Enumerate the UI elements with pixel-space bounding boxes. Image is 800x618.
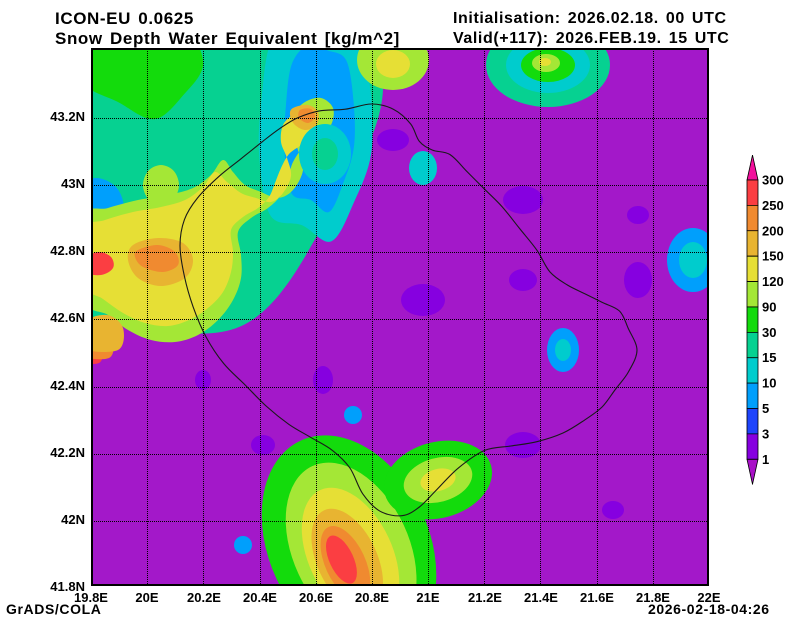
svg-text:200: 200 — [762, 223, 784, 238]
svg-text:120: 120 — [762, 274, 784, 289]
svg-text:1: 1 — [762, 452, 769, 467]
svg-text:10: 10 — [762, 376, 776, 391]
svg-text:300: 300 — [762, 173, 784, 188]
svg-text:15: 15 — [762, 350, 776, 365]
svg-text:150: 150 — [762, 249, 784, 264]
svg-text:250: 250 — [762, 198, 784, 213]
svg-text:30: 30 — [762, 325, 776, 340]
svg-text:90: 90 — [762, 299, 776, 314]
svg-text:3: 3 — [762, 426, 769, 441]
svg-text:5: 5 — [762, 401, 769, 416]
